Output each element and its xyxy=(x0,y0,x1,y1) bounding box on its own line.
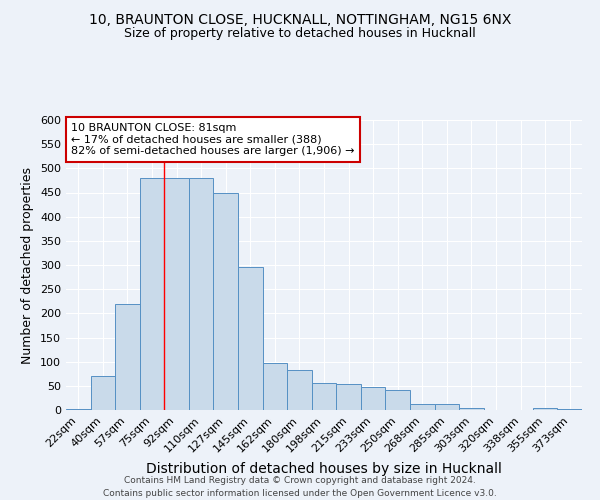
Bar xyxy=(66,409,91,410)
Bar xyxy=(91,376,115,410)
Bar xyxy=(140,178,164,410)
Bar xyxy=(385,390,410,410)
Text: 10 BRAUNTON CLOSE: 81sqm
← 17% of detached houses are smaller (388)
82% of semi-: 10 BRAUNTON CLOSE: 81sqm ← 17% of detach… xyxy=(71,123,355,156)
Bar xyxy=(312,384,336,410)
Text: Contains HM Land Registry data © Crown copyright and database right 2024.
Contai: Contains HM Land Registry data © Crown c… xyxy=(103,476,497,498)
Bar xyxy=(361,388,385,410)
Bar xyxy=(557,409,582,410)
Bar xyxy=(459,408,484,410)
Bar xyxy=(189,178,214,410)
X-axis label: Distribution of detached houses by size in Hucknall: Distribution of detached houses by size … xyxy=(146,462,502,476)
Bar xyxy=(115,304,140,410)
Bar xyxy=(336,384,361,410)
Bar xyxy=(287,370,312,410)
Bar xyxy=(434,404,459,410)
Y-axis label: Number of detached properties: Number of detached properties xyxy=(22,166,34,364)
Bar xyxy=(533,408,557,410)
Bar xyxy=(238,268,263,410)
Bar xyxy=(410,404,434,410)
Bar xyxy=(164,178,189,410)
Text: Size of property relative to detached houses in Hucknall: Size of property relative to detached ho… xyxy=(124,28,476,40)
Bar xyxy=(263,363,287,410)
Bar xyxy=(214,192,238,410)
Text: 10, BRAUNTON CLOSE, HUCKNALL, NOTTINGHAM, NG15 6NX: 10, BRAUNTON CLOSE, HUCKNALL, NOTTINGHAM… xyxy=(89,12,511,26)
